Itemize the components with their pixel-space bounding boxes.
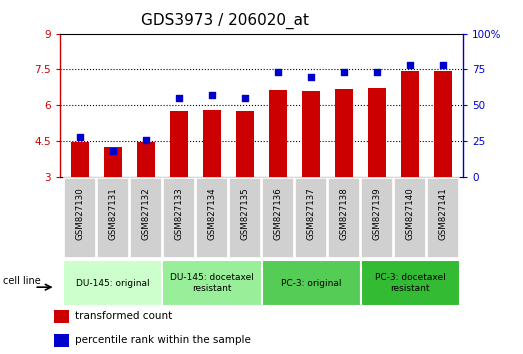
Point — [406, 62, 414, 68]
Text: GSM827133: GSM827133 — [175, 187, 184, 240]
Point — [307, 74, 315, 80]
Point — [241, 95, 249, 101]
Bar — [401, 71, 419, 177]
Bar — [262, 178, 294, 258]
Bar — [361, 178, 393, 258]
Bar — [368, 88, 386, 177]
Point — [340, 69, 348, 75]
Point — [274, 69, 282, 75]
Text: cell line: cell line — [3, 276, 40, 286]
Text: GSM827132: GSM827132 — [141, 187, 151, 240]
Text: GSM827137: GSM827137 — [306, 187, 315, 240]
Bar — [54, 310, 69, 323]
Text: GSM827130: GSM827130 — [75, 187, 84, 240]
Text: PC-3: original: PC-3: original — [281, 279, 342, 288]
Text: GSM827136: GSM827136 — [274, 187, 282, 240]
Text: PC-3: docetaxel
resistant: PC-3: docetaxel resistant — [374, 274, 446, 293]
FancyBboxPatch shape — [163, 260, 262, 307]
FancyBboxPatch shape — [262, 260, 360, 307]
Bar — [269, 90, 287, 177]
Point — [76, 134, 84, 140]
Bar — [434, 71, 452, 177]
Text: GSM827134: GSM827134 — [208, 187, 217, 240]
Text: GSM827131: GSM827131 — [108, 187, 118, 240]
Bar — [394, 178, 426, 258]
Text: GSM827135: GSM827135 — [241, 187, 249, 240]
Bar — [104, 147, 122, 177]
Bar — [163, 178, 195, 258]
Text: DU-145: docetaxel
resistant: DU-145: docetaxel resistant — [170, 274, 254, 293]
Bar — [71, 142, 89, 177]
Bar — [229, 178, 261, 258]
Bar — [170, 111, 188, 177]
Point — [175, 95, 183, 101]
Point — [373, 69, 381, 75]
Text: transformed count: transformed count — [75, 311, 172, 321]
Text: GSM827141: GSM827141 — [439, 187, 448, 240]
Bar — [130, 178, 162, 258]
Bar — [427, 178, 459, 258]
Point — [439, 62, 447, 68]
Point — [142, 137, 150, 143]
Bar — [97, 178, 129, 258]
Bar — [295, 178, 327, 258]
FancyBboxPatch shape — [360, 260, 460, 307]
Bar — [236, 110, 254, 177]
Bar — [64, 178, 96, 258]
Text: DU-145: original: DU-145: original — [76, 279, 150, 288]
Bar — [328, 178, 360, 258]
Bar — [196, 178, 228, 258]
Text: percentile rank within the sample: percentile rank within the sample — [75, 335, 251, 345]
Text: GSM827140: GSM827140 — [405, 187, 415, 240]
Bar — [137, 142, 155, 177]
Text: GSM827139: GSM827139 — [372, 187, 382, 240]
Bar — [203, 110, 221, 177]
FancyBboxPatch shape — [63, 260, 163, 307]
Point — [208, 92, 216, 98]
Bar — [302, 91, 320, 177]
Text: GSM827138: GSM827138 — [339, 187, 348, 240]
Bar — [54, 334, 69, 347]
Text: GDS3973 / 206020_at: GDS3973 / 206020_at — [141, 12, 309, 29]
Bar — [335, 88, 353, 177]
Point — [109, 148, 117, 154]
